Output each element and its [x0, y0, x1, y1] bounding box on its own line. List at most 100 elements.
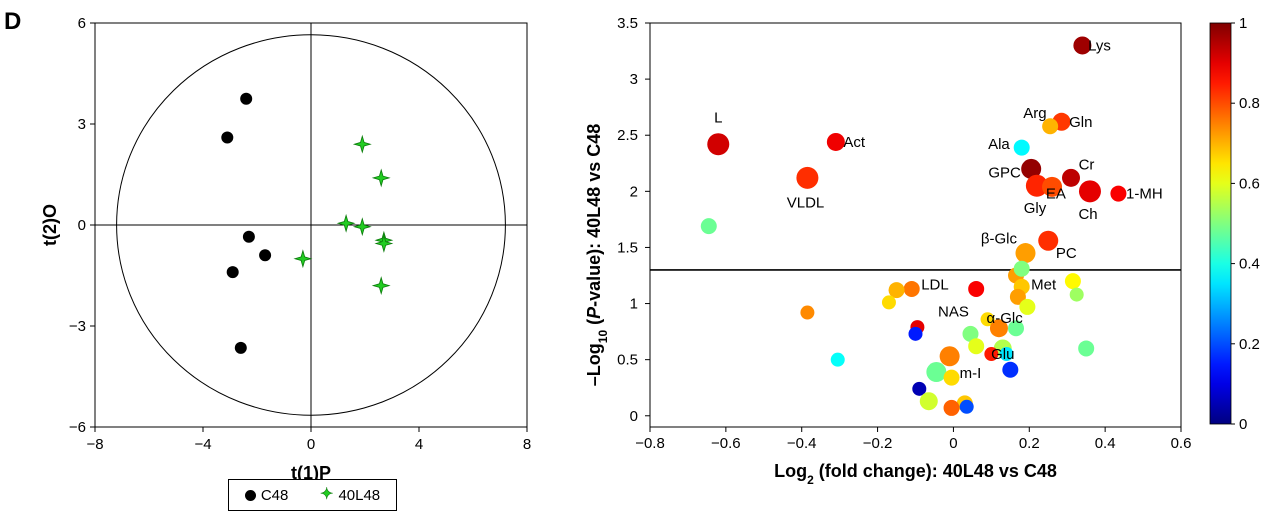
x-tick-label: 4: [415, 436, 423, 453]
x-tick-label: −0.4: [787, 435, 817, 452]
data-point: [984, 347, 999, 362]
x-tick-label: −4: [194, 436, 211, 453]
data-point: [1073, 36, 1092, 55]
y-axis-title: t(2)O: [40, 204, 60, 246]
y-tick-label: 3: [630, 71, 638, 88]
data-point: [800, 305, 815, 320]
circle-marker-icon: [244, 489, 256, 501]
point-label: VLDL: [787, 195, 825, 212]
data-point-40l48: [371, 276, 391, 296]
data-point: [1002, 361, 1019, 378]
score-plot-legend: C48 ✦ 40L48: [228, 479, 397, 511]
y-tick-label: 3: [78, 116, 86, 133]
x-tick-label: −0.6: [711, 435, 741, 452]
data-point: [903, 280, 920, 297]
point-label: LDL: [921, 276, 949, 293]
plot-frame: [649, 22, 1182, 428]
data-point: [968, 280, 985, 297]
hotelling-ellipse: [116, 34, 506, 416]
data-point-c48: [259, 249, 272, 262]
x-tick-label: −0.2: [863, 435, 893, 452]
x-tick-label: 0: [949, 435, 957, 452]
data-point: [912, 381, 927, 396]
data-point: [962, 325, 979, 342]
score-plot: −8 −4 0 4 8 −6 −3 0 3 6 t(1)P t(2)O: [40, 15, 531, 480]
colorbar-tick-label: 0.2: [1239, 336, 1260, 353]
colorbar-tick-label: 0.4: [1239, 256, 1260, 273]
data-point-40l48: [352, 217, 372, 237]
point-label: PC: [1056, 245, 1077, 262]
point-label: m-I: [960, 365, 982, 382]
data-point: [888, 282, 905, 299]
x-axis-title: Log2 (fold change): 40L48 vs C48: [774, 461, 1057, 487]
data-point: [700, 218, 717, 235]
data-point: [1064, 273, 1081, 290]
data-point: [1019, 298, 1036, 315]
data-point: [826, 132, 845, 151]
data-point: [1078, 340, 1095, 357]
y-tick-label: 0: [630, 408, 638, 425]
x-tick-label: 0.4: [1095, 435, 1116, 452]
point-label: L: [714, 109, 722, 126]
data-point: [919, 392, 938, 411]
point-label: NAS: [938, 303, 969, 320]
data-point: [908, 326, 923, 341]
data-point-40l48: [336, 213, 356, 233]
x-axis-title: t(1)P: [291, 463, 331, 480]
x-tick-label: −0.8: [635, 435, 665, 452]
point-label: Gln: [1069, 114, 1092, 131]
colorbar-tick-label: 1: [1239, 15, 1247, 32]
x-tick-label: −8: [86, 436, 103, 453]
point-label: α-Glc: [987, 310, 1024, 327]
colorbar-tick-label: 0: [1239, 416, 1247, 433]
y-tick-label: 0.5: [617, 352, 638, 369]
colorbar-tick-label: 0.8: [1239, 95, 1260, 112]
data-point: [1013, 139, 1030, 156]
colorbar-tick-label: 0.6: [1239, 175, 1260, 192]
point-label: GPC: [988, 164, 1021, 181]
y-tick-label: 2: [630, 183, 638, 200]
point-label: β-Glc: [981, 230, 1018, 247]
y-tick-label: 1.5: [617, 239, 638, 256]
data-point: [1042, 118, 1059, 135]
data-point-c48: [221, 131, 234, 144]
point-label: Cr: [1079, 156, 1095, 173]
data-point-40l48: [293, 249, 313, 269]
data-point: [926, 362, 947, 383]
y-tick-label: −6: [69, 419, 86, 436]
data-point: [968, 338, 985, 355]
data-point-c48: [240, 92, 253, 105]
data-point: [1013, 260, 1030, 277]
data-point: [1078, 180, 1101, 203]
x-tick-label: 0.2: [1019, 435, 1040, 452]
data-point: [1025, 174, 1048, 197]
y-tick-label: −3: [69, 318, 86, 335]
point-label: Arg: [1023, 105, 1046, 122]
data-point: [959, 399, 974, 414]
star-marker-icon: ✦: [320, 486, 334, 503]
data-point-c48: [226, 266, 239, 279]
data-point: [1008, 320, 1025, 337]
y-tick-label: 1: [630, 296, 638, 313]
data-point: [943, 399, 960, 416]
data-point: [707, 133, 730, 156]
y-tick-label: 3.5: [617, 15, 638, 32]
data-point-40l48: [352, 134, 372, 154]
data-point: [939, 346, 960, 367]
data-point: [1069, 287, 1084, 302]
legend-item-40l48: ✦ 40L48: [320, 486, 381, 504]
data-point: [1110, 185, 1127, 202]
volcano-plot: −0.8 −0.6 −0.4 −0.2 0 0.2 0.4 0.6 0 0.5 1 1.5 2 2.5 3 3…: [584, 15, 1260, 487]
data-point: [1062, 168, 1081, 187]
legend-item-c48: C48: [244, 487, 288, 504]
data-point: [881, 295, 896, 310]
data-point-c48: [234, 341, 247, 354]
point-label: Act: [843, 134, 866, 151]
colorbar: [1209, 22, 1232, 425]
data-point-c48: [242, 230, 255, 243]
data-point: [943, 369, 960, 386]
legend-label: 40L48: [338, 486, 381, 504]
data-point: [989, 319, 1008, 338]
point-label: Lys: [1088, 37, 1111, 54]
data-point-40l48: [374, 234, 394, 253]
